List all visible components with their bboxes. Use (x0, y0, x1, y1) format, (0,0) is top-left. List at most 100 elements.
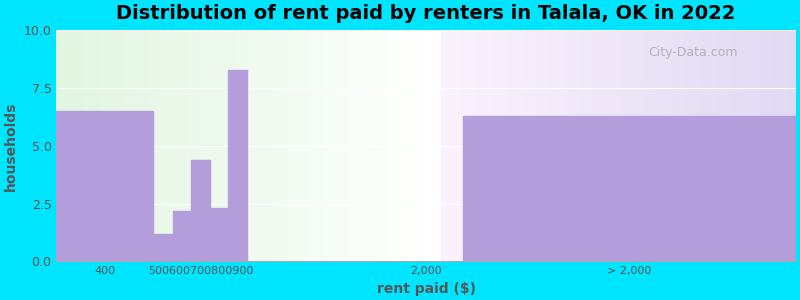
Bar (583, 30, 586, 261)
Bar (106, 30, 110, 261)
Bar (572, 30, 576, 261)
Bar (767, 30, 771, 261)
Bar (558, 30, 562, 261)
Bar (402, 30, 406, 261)
Bar (341, 30, 345, 261)
Bar (426, 30, 430, 261)
Bar (57, 30, 60, 261)
Bar (554, 30, 558, 261)
Bar (218, 30, 222, 261)
Bar (179, 30, 183, 261)
Bar (774, 30, 778, 261)
Bar (746, 30, 750, 261)
Bar (310, 30, 314, 261)
Bar (141, 30, 145, 261)
Bar (782, 30, 785, 261)
Bar (682, 30, 686, 261)
Bar (295, 30, 298, 261)
Bar (615, 30, 618, 261)
Bar (611, 30, 615, 261)
Bar (462, 30, 466, 261)
Bar (451, 30, 455, 261)
Bar (126, 30, 130, 261)
Bar (137, 30, 141, 261)
Bar (703, 30, 707, 261)
Bar (191, 160, 210, 261)
Bar (268, 30, 272, 261)
Bar (470, 30, 473, 261)
X-axis label: rent paid ($): rent paid ($) (377, 282, 476, 296)
Bar (534, 30, 537, 261)
Bar (91, 30, 95, 261)
Bar (604, 30, 608, 261)
Bar (118, 30, 122, 261)
Bar (722, 30, 725, 261)
Bar (735, 30, 739, 261)
Bar (540, 30, 544, 261)
Bar (318, 30, 322, 261)
Bar (537, 30, 540, 261)
Bar (202, 30, 206, 261)
Bar (356, 30, 360, 261)
Bar (764, 30, 767, 261)
Bar (640, 30, 643, 261)
Bar (154, 234, 173, 261)
Bar (222, 30, 226, 261)
Bar (102, 30, 106, 261)
Bar (60, 30, 64, 261)
Bar (394, 30, 398, 261)
Bar (314, 30, 318, 261)
Bar (750, 30, 754, 261)
Bar (757, 30, 760, 261)
Bar (437, 30, 441, 261)
Bar (458, 30, 462, 261)
Bar (441, 30, 445, 261)
Bar (530, 30, 534, 261)
Bar (526, 30, 530, 261)
Bar (445, 30, 448, 261)
Bar (515, 30, 519, 261)
Bar (283, 30, 287, 261)
Bar (658, 30, 661, 261)
Bar (594, 30, 597, 261)
Bar (502, 30, 505, 261)
Bar (260, 30, 264, 261)
Bar (463, 116, 796, 261)
Bar (191, 30, 195, 261)
Bar (754, 30, 757, 261)
Bar (228, 70, 247, 261)
Bar (519, 30, 522, 261)
Bar (544, 30, 547, 261)
Bar (145, 30, 149, 261)
Bar (134, 30, 137, 261)
Bar (330, 30, 334, 261)
Bar (455, 30, 458, 261)
Bar (379, 30, 383, 261)
Bar (590, 30, 594, 261)
Bar (241, 30, 245, 261)
Bar (237, 30, 241, 261)
Bar (665, 30, 668, 261)
Bar (375, 30, 379, 261)
Bar (618, 30, 622, 261)
Bar (372, 30, 375, 261)
Bar (494, 30, 498, 261)
Bar (164, 30, 168, 261)
Bar (353, 30, 356, 261)
Bar (672, 30, 675, 261)
Bar (253, 30, 256, 261)
Bar (230, 30, 234, 261)
Bar (64, 30, 68, 261)
Bar (57, 111, 153, 261)
Bar (576, 30, 579, 261)
Bar (622, 30, 626, 261)
Bar (646, 30, 650, 261)
Bar (187, 30, 191, 261)
Bar (714, 30, 718, 261)
Bar (675, 30, 678, 261)
Bar (210, 208, 228, 261)
Bar (522, 30, 526, 261)
Bar (349, 30, 353, 261)
Bar (130, 30, 134, 261)
Bar (291, 30, 295, 261)
